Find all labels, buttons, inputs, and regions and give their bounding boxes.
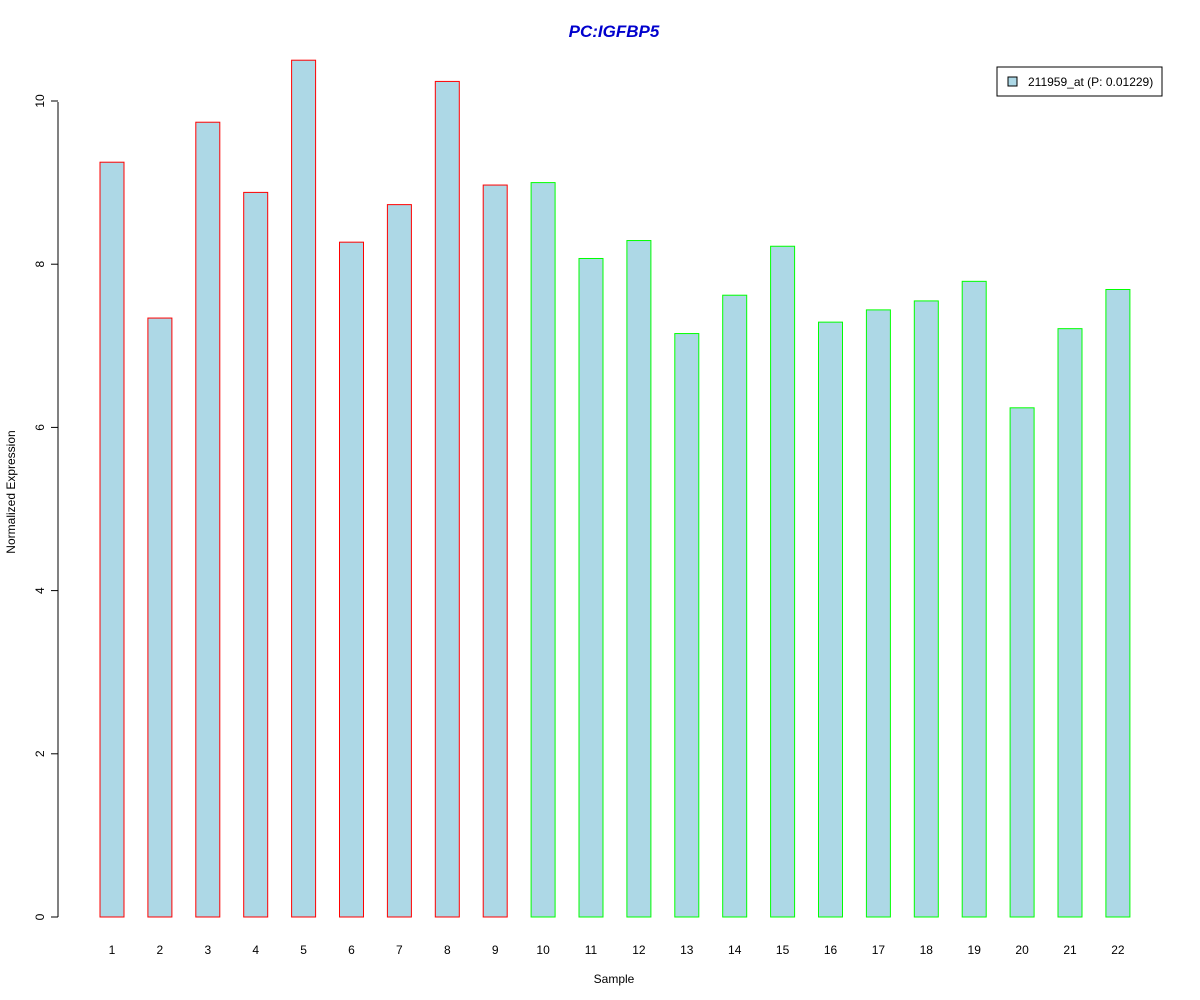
- y-axis: 0 2 4 6 8 10: [33, 94, 59, 920]
- x-tick-label: 9: [492, 943, 499, 957]
- bar-sample-8: [434, 80, 460, 918]
- legend-label: 211959_at (P: 0.01229): [1028, 75, 1153, 89]
- x-axis-title: Sample: [594, 972, 635, 986]
- x-tick-label: 3: [204, 943, 211, 957]
- x-tick-label: 17: [872, 943, 886, 957]
- bar-sample-20: [1009, 407, 1035, 918]
- x-tick-label: 6: [348, 943, 355, 957]
- bar-sample-14: [722, 294, 748, 918]
- bar-sample-21: [1057, 328, 1083, 918]
- bar-sample-6: [339, 241, 364, 918]
- bar-sample-3: [195, 121, 221, 918]
- x-tick-label: 14: [728, 943, 742, 957]
- x-tick-label: 1: [109, 943, 116, 957]
- bar-sample-5: [291, 59, 317, 918]
- x-tick-labels: 1 2 3 4 5 6 7 8 9 10 11 12 13 14 15 16 17 18 19 20 21 22: [109, 943, 1125, 957]
- y-axis-title: Normalized Expression: [4, 430, 18, 553]
- x-tick-label: 16: [824, 943, 838, 957]
- legend: 211959_at (P: 0.01229): [996, 66, 1163, 97]
- bar-sample-7: [386, 204, 412, 918]
- x-tick-label: 18: [920, 943, 934, 957]
- x-tick-label: 21: [1063, 943, 1077, 957]
- bar-sample-1: [99, 161, 125, 918]
- x-tick-label: 19: [968, 943, 982, 957]
- x-tick-label: 13: [680, 943, 694, 957]
- x-tick-label: 20: [1015, 943, 1029, 957]
- x-tick-label: 12: [632, 943, 646, 957]
- bar-sample-13: [674, 333, 700, 918]
- bar-sample-11: [578, 257, 604, 918]
- bar-sample-19: [961, 280, 987, 918]
- bar-sample-17: [865, 309, 891, 918]
- x-tick-label: 10: [536, 943, 550, 957]
- bar-sample-4: [243, 191, 269, 918]
- y-tick-label: 2: [33, 750, 47, 757]
- bar-sample-16: [818, 321, 843, 918]
- y-tick-label: 10: [33, 94, 47, 108]
- legend-box: [996, 66, 1163, 97]
- bar-sample-2: [147, 317, 173, 918]
- legend-swatch: [1007, 76, 1018, 87]
- bar-sample-9: [482, 184, 508, 918]
- y-tick-label: 4: [33, 587, 47, 594]
- chart-title: PC:IGFBP5: [569, 22, 660, 41]
- x-tick-label: 7: [396, 943, 403, 957]
- y-tick-label: 6: [33, 424, 47, 431]
- x-tick-label: 5: [300, 943, 307, 957]
- bar-sample-22: [1105, 288, 1131, 918]
- x-tick-label: 15: [776, 943, 790, 957]
- x-tick-label: 4: [252, 943, 259, 957]
- bar-sample-15: [770, 245, 796, 918]
- y-tick-label: 8: [33, 261, 47, 268]
- x-tick-label: 8: [444, 943, 451, 957]
- bar-sample-12: [626, 240, 652, 918]
- x-tick-label: 11: [585, 943, 598, 957]
- bar-sample-18: [913, 300, 939, 918]
- x-tick-label: 2: [157, 943, 164, 957]
- bar-sample-10: [530, 182, 556, 918]
- bars-group: [99, 59, 1131, 918]
- y-tick-label: 0: [33, 913, 47, 920]
- x-tick-label: 22: [1111, 943, 1125, 957]
